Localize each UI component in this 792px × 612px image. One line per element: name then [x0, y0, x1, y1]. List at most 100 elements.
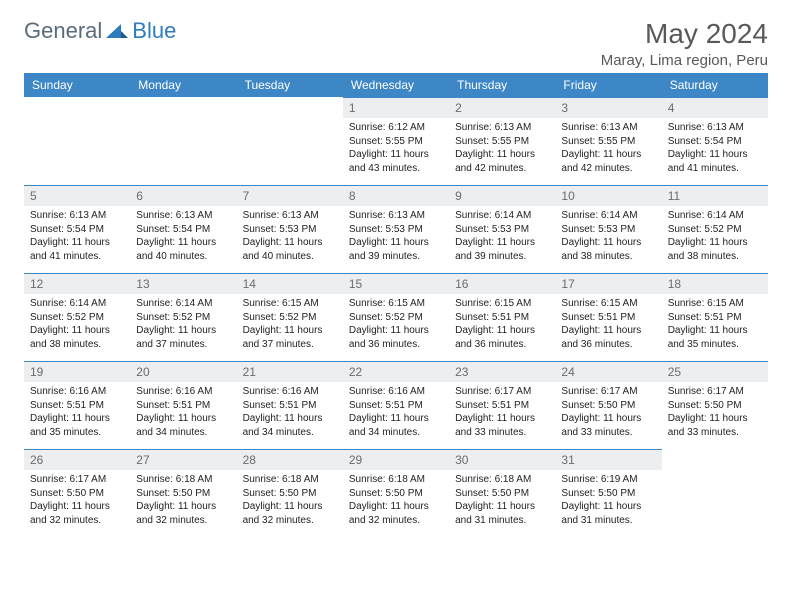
day-number: 21 — [237, 362, 343, 382]
calendar-day-cell: 18Sunrise: 6:15 AMSunset: 5:51 PMDayligh… — [662, 273, 768, 361]
day-details: Sunrise: 6:14 AMSunset: 5:52 PMDaylight:… — [130, 294, 236, 357]
day-number: 24 — [555, 362, 661, 382]
calendar-empty-cell — [662, 449, 768, 537]
calendar-empty-cell — [237, 97, 343, 185]
day-details: Sunrise: 6:13 AMSunset: 5:54 PMDaylight:… — [662, 118, 768, 181]
day-number: 12 — [24, 274, 130, 294]
day-wrap: 13Sunrise: 6:14 AMSunset: 5:52 PMDayligh… — [130, 273, 236, 357]
calendar-day-cell: 28Sunrise: 6:18 AMSunset: 5:50 PMDayligh… — [237, 449, 343, 537]
day-wrap: 23Sunrise: 6:17 AMSunset: 5:51 PMDayligh… — [449, 361, 555, 445]
day-number: 19 — [24, 362, 130, 382]
day-details: Sunrise: 6:16 AMSunset: 5:51 PMDaylight:… — [130, 382, 236, 445]
day-wrap: 9Sunrise: 6:14 AMSunset: 5:53 PMDaylight… — [449, 185, 555, 269]
calendar-day-cell: 16Sunrise: 6:15 AMSunset: 5:51 PMDayligh… — [449, 273, 555, 361]
day-wrap: 7Sunrise: 6:13 AMSunset: 5:53 PMDaylight… — [237, 185, 343, 269]
calendar-week-row: 26Sunrise: 6:17 AMSunset: 5:50 PMDayligh… — [24, 449, 768, 537]
calendar-day-cell: 24Sunrise: 6:17 AMSunset: 5:50 PMDayligh… — [555, 361, 661, 449]
day-number: 16 — [449, 274, 555, 294]
logo-text-general: General — [24, 18, 102, 44]
day-wrap: 18Sunrise: 6:15 AMSunset: 5:51 PMDayligh… — [662, 273, 768, 357]
weekday-row: SundayMondayTuesdayWednesdayThursdayFrid… — [24, 73, 768, 97]
day-wrap: 6Sunrise: 6:13 AMSunset: 5:54 PMDaylight… — [130, 185, 236, 269]
day-number: 22 — [343, 362, 449, 382]
day-number: 8 — [343, 186, 449, 206]
weekday-header: Tuesday — [237, 73, 343, 97]
calendar-day-cell: 7Sunrise: 6:13 AMSunset: 5:53 PMDaylight… — [237, 185, 343, 273]
calendar-page: General Blue May 2024 Maray, Lima region… — [0, 0, 792, 612]
day-number: 10 — [555, 186, 661, 206]
day-wrap: 21Sunrise: 6:16 AMSunset: 5:51 PMDayligh… — [237, 361, 343, 445]
logo-text-blue: Blue — [132, 18, 176, 44]
day-number: 14 — [237, 274, 343, 294]
day-details: Sunrise: 6:13 AMSunset: 5:55 PMDaylight:… — [449, 118, 555, 181]
calendar-week-row: 5Sunrise: 6:13 AMSunset: 5:54 PMDaylight… — [24, 185, 768, 273]
day-wrap: 25Sunrise: 6:17 AMSunset: 5:50 PMDayligh… — [662, 361, 768, 445]
day-wrap: 14Sunrise: 6:15 AMSunset: 5:52 PMDayligh… — [237, 273, 343, 357]
day-number: 11 — [662, 186, 768, 206]
day-details: Sunrise: 6:15 AMSunset: 5:51 PMDaylight:… — [449, 294, 555, 357]
day-number: 23 — [449, 362, 555, 382]
calendar-week-row: 1Sunrise: 6:12 AMSunset: 5:55 PMDaylight… — [24, 97, 768, 185]
logo-triangle-icon — [106, 18, 128, 44]
calendar-body: 1Sunrise: 6:12 AMSunset: 5:55 PMDaylight… — [24, 97, 768, 537]
calendar-day-cell: 2Sunrise: 6:13 AMSunset: 5:55 PMDaylight… — [449, 97, 555, 185]
calendar-day-cell: 14Sunrise: 6:15 AMSunset: 5:52 PMDayligh… — [237, 273, 343, 361]
calendar-day-cell: 4Sunrise: 6:13 AMSunset: 5:54 PMDaylight… — [662, 97, 768, 185]
calendar-day-cell: 11Sunrise: 6:14 AMSunset: 5:52 PMDayligh… — [662, 185, 768, 273]
calendar-day-cell: 6Sunrise: 6:13 AMSunset: 5:54 PMDaylight… — [130, 185, 236, 273]
day-details: Sunrise: 6:18 AMSunset: 5:50 PMDaylight:… — [130, 470, 236, 533]
day-details: Sunrise: 6:15 AMSunset: 5:52 PMDaylight:… — [237, 294, 343, 357]
day-number: 29 — [343, 450, 449, 470]
page-title: May 2024 — [601, 18, 768, 50]
day-details: Sunrise: 6:13 AMSunset: 5:53 PMDaylight:… — [343, 206, 449, 269]
calendar-table: SundayMondayTuesdayWednesdayThursdayFrid… — [24, 73, 768, 537]
calendar-day-cell: 21Sunrise: 6:16 AMSunset: 5:51 PMDayligh… — [237, 361, 343, 449]
day-number: 1 — [343, 98, 449, 118]
day-details: Sunrise: 6:18 AMSunset: 5:50 PMDaylight:… — [449, 470, 555, 533]
day-number: 2 — [449, 98, 555, 118]
weekday-header: Wednesday — [343, 73, 449, 97]
day-wrap: 3Sunrise: 6:13 AMSunset: 5:55 PMDaylight… — [555, 97, 661, 181]
weekday-header: Saturday — [662, 73, 768, 97]
day-number: 15 — [343, 274, 449, 294]
day-wrap: 19Sunrise: 6:16 AMSunset: 5:51 PMDayligh… — [24, 361, 130, 445]
calendar-day-cell: 30Sunrise: 6:18 AMSunset: 5:50 PMDayligh… — [449, 449, 555, 537]
calendar-week-row: 19Sunrise: 6:16 AMSunset: 5:51 PMDayligh… — [24, 361, 768, 449]
weekday-header: Monday — [130, 73, 236, 97]
calendar-day-cell: 12Sunrise: 6:14 AMSunset: 5:52 PMDayligh… — [24, 273, 130, 361]
calendar-day-cell: 31Sunrise: 6:19 AMSunset: 5:50 PMDayligh… — [555, 449, 661, 537]
calendar-day-cell: 3Sunrise: 6:13 AMSunset: 5:55 PMDaylight… — [555, 97, 661, 185]
day-wrap: 2Sunrise: 6:13 AMSunset: 5:55 PMDaylight… — [449, 97, 555, 181]
calendar-day-cell: 15Sunrise: 6:15 AMSunset: 5:52 PMDayligh… — [343, 273, 449, 361]
weekday-header: Friday — [555, 73, 661, 97]
day-number: 31 — [555, 450, 661, 470]
day-details: Sunrise: 6:15 AMSunset: 5:51 PMDaylight:… — [662, 294, 768, 357]
day-details: Sunrise: 6:18 AMSunset: 5:50 PMDaylight:… — [237, 470, 343, 533]
day-details: Sunrise: 6:18 AMSunset: 5:50 PMDaylight:… — [343, 470, 449, 533]
calendar-day-cell: 13Sunrise: 6:14 AMSunset: 5:52 PMDayligh… — [130, 273, 236, 361]
day-details: Sunrise: 6:17 AMSunset: 5:50 PMDaylight:… — [662, 382, 768, 445]
day-number: 6 — [130, 186, 236, 206]
day-number: 9 — [449, 186, 555, 206]
weekday-header: Thursday — [449, 73, 555, 97]
day-wrap: 24Sunrise: 6:17 AMSunset: 5:50 PMDayligh… — [555, 361, 661, 445]
day-details: Sunrise: 6:14 AMSunset: 5:53 PMDaylight:… — [449, 206, 555, 269]
day-wrap: 30Sunrise: 6:18 AMSunset: 5:50 PMDayligh… — [449, 449, 555, 533]
day-wrap: 15Sunrise: 6:15 AMSunset: 5:52 PMDayligh… — [343, 273, 449, 357]
day-wrap: 28Sunrise: 6:18 AMSunset: 5:50 PMDayligh… — [237, 449, 343, 533]
day-wrap: 4Sunrise: 6:13 AMSunset: 5:54 PMDaylight… — [662, 97, 768, 181]
calendar-day-cell: 22Sunrise: 6:16 AMSunset: 5:51 PMDayligh… — [343, 361, 449, 449]
day-wrap: 11Sunrise: 6:14 AMSunset: 5:52 PMDayligh… — [662, 185, 768, 269]
day-wrap: 5Sunrise: 6:13 AMSunset: 5:54 PMDaylight… — [24, 185, 130, 269]
day-details: Sunrise: 6:15 AMSunset: 5:52 PMDaylight:… — [343, 294, 449, 357]
day-details: Sunrise: 6:17 AMSunset: 5:50 PMDaylight:… — [555, 382, 661, 445]
day-wrap: 20Sunrise: 6:16 AMSunset: 5:51 PMDayligh… — [130, 361, 236, 445]
title-block: May 2024 Maray, Lima region, Peru — [601, 18, 768, 69]
day-number: 3 — [555, 98, 661, 118]
calendar-day-cell: 17Sunrise: 6:15 AMSunset: 5:51 PMDayligh… — [555, 273, 661, 361]
day-details: Sunrise: 6:14 AMSunset: 5:52 PMDaylight:… — [662, 206, 768, 269]
day-number: 18 — [662, 274, 768, 294]
calendar-day-cell: 23Sunrise: 6:17 AMSunset: 5:51 PMDayligh… — [449, 361, 555, 449]
day-wrap: 22Sunrise: 6:16 AMSunset: 5:51 PMDayligh… — [343, 361, 449, 445]
day-details: Sunrise: 6:13 AMSunset: 5:54 PMDaylight:… — [24, 206, 130, 269]
